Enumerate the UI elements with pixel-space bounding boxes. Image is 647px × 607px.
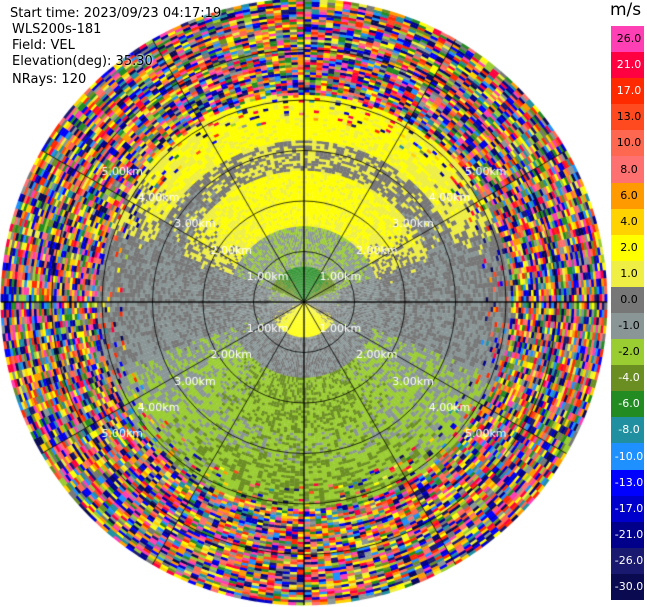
colorbar-tick-label: -4.0: [618, 371, 640, 385]
instrument-label: WLS200s-181: [12, 22, 102, 37]
field-label: Field: VEL: [12, 38, 75, 53]
colorbar-swatch: [611, 260, 644, 288]
colorbar-tick-label: -10.0: [614, 449, 644, 463]
colorbar-swatch: [611, 286, 644, 314]
colorbar-tick-label: 6.0: [620, 188, 638, 202]
colorbar-tick-label: -13.0: [614, 475, 644, 489]
colorbar-tick-label: -30.0: [614, 579, 644, 593]
colorbar-tick-label: 13.0: [616, 110, 642, 124]
nrays-label: NRays: 120: [12, 72, 87, 87]
colorbar-swatch: [611, 469, 644, 497]
colorbar-tick-label: -8.0: [618, 423, 640, 437]
colorbar-swatch: [611, 573, 644, 601]
colorbar-tick-label: 26.0: [616, 32, 642, 46]
colorbar-tick-label: -21.0: [614, 527, 644, 541]
colorbar-tick-label: 4.0: [620, 214, 638, 228]
colorbar-swatch: [611, 443, 644, 471]
colorbar-swatch: [611, 495, 644, 523]
colorbar-swatch: [611, 313, 644, 340]
colorbar-tick-label: 21.0: [616, 58, 642, 72]
colorbar-swatch: [611, 234, 644, 262]
colorbar-swatch: [611, 391, 644, 418]
colorbar-tick-label: 8.0: [620, 162, 638, 176]
colorbar-tick-label: -6.0: [618, 397, 640, 411]
colorbar-tick-label: -17.0: [614, 501, 644, 515]
colorbar-tick-label: -1.0: [618, 319, 640, 333]
colorbar-swatch: [611, 78, 644, 105]
colorbar-swatch: [611, 547, 644, 575]
colorbar-swatch: [611, 365, 644, 392]
colorbar-swatch: [611, 26, 644, 53]
colorbar-swatch: [611, 208, 644, 236]
colorbar-tick-label: -26.0: [614, 553, 644, 567]
elevation-label: Elevation(deg): 35.30: [12, 54, 153, 69]
colorbar-unit-label: m/s: [610, 0, 642, 20]
colorbar-tick-label: 10.0: [616, 136, 642, 150]
colorbar-tick-label: 1.0: [620, 266, 638, 280]
colorbar-swatch: [611, 339, 644, 366]
start-time-label: Start time: 2023/09/23 04:17:19: [10, 6, 222, 21]
colorbar-swatch: [611, 521, 644, 549]
colorbar-tick-label: 2.0: [620, 240, 638, 254]
colorbar-swatch: [611, 104, 644, 131]
colorbar-swatch: [611, 417, 644, 444]
colorbar-tick-label: 0.0: [620, 292, 638, 306]
colorbar-swatch: [611, 182, 644, 210]
colorbar-tick-label: 17.0: [616, 84, 642, 98]
colorbar-swatch: [611, 52, 644, 79]
colorbar-tick-label: -2.0: [618, 345, 640, 359]
colorbar-swatch: [611, 130, 644, 157]
colorbar-swatch: [611, 156, 644, 184]
